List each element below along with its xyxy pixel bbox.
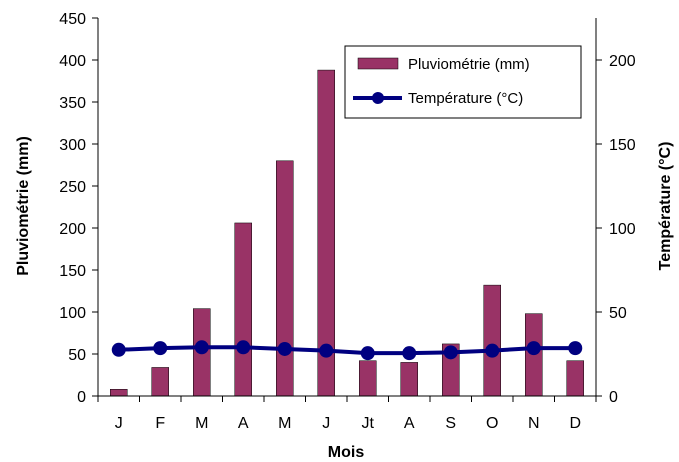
temperature-point	[443, 345, 458, 360]
legend-temperature-marker	[372, 92, 384, 104]
temperature-point	[194, 340, 209, 355]
y-axis-title: Pluviométrie (mm)	[15, 136, 32, 276]
y-tick-label: 400	[59, 53, 86, 70]
temperature-point	[236, 340, 251, 355]
y2-tick-label: 50	[609, 305, 627, 322]
y-tick-label: 200	[59, 221, 86, 238]
rainfall-bar	[400, 362, 418, 397]
rainfall-bar	[234, 222, 252, 397]
chart-axes	[92, 17, 602, 402]
legend-rainfall-swatch	[357, 57, 399, 70]
temperature-line	[111, 340, 583, 361]
rainfall-bar	[110, 389, 128, 397]
temperature-series-line	[118, 345, 576, 356]
x-tick-label: O	[486, 415, 498, 432]
rainfall-bar	[359, 360, 377, 397]
x-tick-label: N	[528, 415, 540, 432]
y2-tick-label: 150	[609, 137, 636, 154]
temperature-point	[568, 341, 583, 356]
y-tick-label: 250	[59, 179, 86, 196]
y-tick-label: 300	[59, 137, 86, 154]
rainfall-bar	[276, 160, 294, 397]
y-tick-label: 450	[59, 11, 86, 28]
y-tick-label: 100	[59, 305, 86, 322]
x-axis-title: Mois	[328, 444, 365, 461]
y-tick-label: 350	[59, 95, 86, 112]
temperature-point	[526, 341, 541, 356]
temperature-point	[277, 341, 292, 356]
x-tick-label: D	[569, 415, 581, 432]
tick-labels: 0 50 100 150 200 250 300 350 400 450 0 50 100 150 200 J…	[59, 11, 636, 432]
x-tick-label: A	[238, 415, 249, 432]
y2-axis-title: Température (°C)	[657, 142, 674, 271]
y-tick-label: 150	[59, 263, 86, 280]
rainfall-bar	[566, 360, 584, 397]
legend-rainfall-label: Pluviométrie (mm)	[408, 56, 530, 73]
y-tick-label: 0	[77, 389, 86, 406]
x-tick-label: Jt	[362, 415, 375, 432]
temperature-point	[319, 343, 334, 358]
y2-tick-label: 200	[609, 53, 636, 70]
temperature-point	[111, 342, 126, 357]
y2-tick-label: 100	[609, 221, 636, 238]
x-tick-label: M	[278, 415, 291, 432]
x-tick-label: F	[155, 415, 165, 432]
x-tick-label: S	[445, 415, 456, 432]
rainfall-bar	[151, 367, 169, 397]
y-tick-label: 50	[68, 347, 86, 364]
x-tick-label: A	[404, 415, 415, 432]
temperature-point	[485, 343, 500, 358]
x-tick-label: J	[322, 415, 330, 432]
temperature-point	[402, 346, 417, 361]
x-tick-label: M	[195, 415, 208, 432]
legend: Pluviométrie (mm) Température (°C)	[344, 45, 582, 119]
legend-temperature-label: Température (°C)	[408, 90, 523, 107]
y2-tick-label: 0	[609, 389, 618, 406]
temperature-point	[153, 341, 168, 356]
temperature-point	[360, 346, 375, 361]
rainfall-bar	[483, 284, 501, 397]
x-tick-label: J	[115, 415, 123, 432]
